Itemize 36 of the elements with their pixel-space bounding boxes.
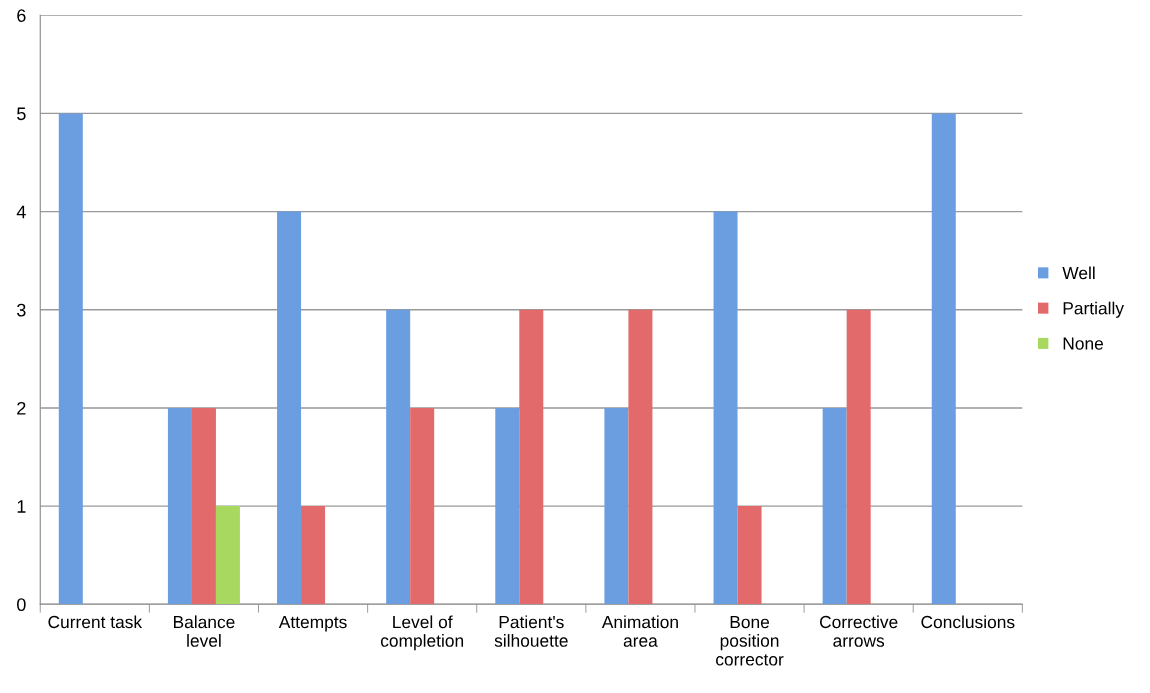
bar bbox=[846, 309, 871, 605]
x-tick-label: Balance level bbox=[173, 615, 235, 647]
legend-label: Well bbox=[1062, 266, 1095, 280]
bar bbox=[931, 113, 956, 605]
bar bbox=[410, 407, 435, 605]
y-tick-label: 2 bbox=[17, 401, 26, 415]
bar bbox=[713, 211, 738, 605]
bar bbox=[628, 309, 653, 605]
bar bbox=[191, 407, 216, 605]
x-tick-label: Bone position corrector bbox=[716, 616, 784, 666]
x-tick-label: Level of completion bbox=[380, 615, 464, 651]
bar bbox=[519, 309, 544, 605]
legend-label: None bbox=[1063, 337, 1104, 350]
y-tick-label: 1 bbox=[17, 500, 26, 513]
legend-label: Partially bbox=[1063, 301, 1124, 318]
y-tick-label: 4 bbox=[16, 205, 26, 219]
y-tick-label: 0 bbox=[17, 598, 26, 612]
bar bbox=[215, 506, 240, 605]
bar bbox=[822, 407, 847, 605]
bar bbox=[737, 506, 762, 605]
bar bbox=[386, 309, 411, 605]
x-tick-label: Current task bbox=[48, 615, 143, 629]
y-tick-label: 6 bbox=[17, 9, 26, 22]
y-tick-label: 3 bbox=[17, 303, 26, 317]
x-tick-label: Attempts bbox=[278, 616, 347, 632]
bar bbox=[495, 407, 520, 605]
bar bbox=[58, 113, 83, 605]
y-tick-label: 5 bbox=[17, 107, 26, 121]
x-tick-label: Patient's silhouette bbox=[494, 615, 568, 647]
bar bbox=[277, 211, 302, 605]
bar bbox=[604, 407, 629, 605]
bar bbox=[301, 506, 326, 605]
x-tick-label: Animation area bbox=[601, 615, 678, 647]
bar bbox=[167, 407, 192, 605]
x-tick-label: Conclusions bbox=[921, 615, 1015, 629]
x-tick-label: Corrective arrows bbox=[820, 615, 898, 647]
